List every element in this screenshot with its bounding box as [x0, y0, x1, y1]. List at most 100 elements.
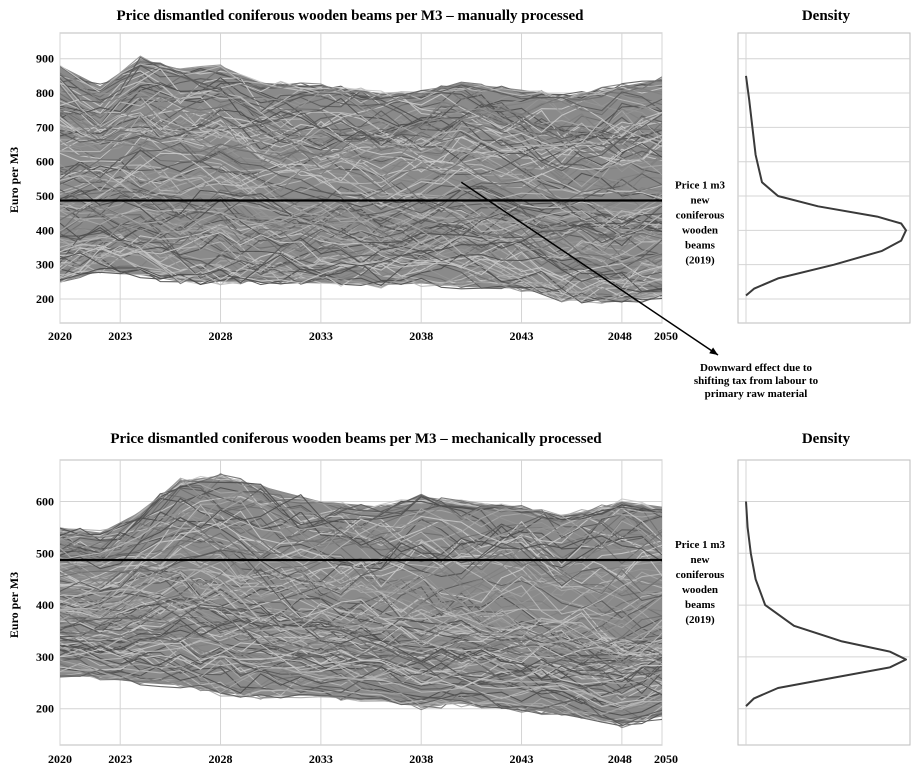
simulation-path [60, 493, 662, 553]
annotation-line: primary raw material [705, 388, 808, 400]
x-tick-label: 2033 [309, 329, 333, 343]
y-tick-label: 300 [36, 258, 54, 272]
simulation-path [60, 205, 662, 266]
simulation-path [60, 504, 662, 615]
simulation-path [60, 163, 662, 227]
simulation-path [60, 215, 662, 302]
density-title-manual: Density [802, 8, 851, 24]
simulation-path [60, 223, 662, 283]
x-tick-label: 2028 [209, 752, 233, 766]
simulation-path [60, 619, 662, 683]
reference-label-mechanical: Price 1 m3 new coniferous wooden beams (2019) [675, 539, 726, 626]
x-tick-label: 2028 [209, 329, 233, 343]
x-tick-label: 2048 [608, 329, 632, 343]
simulation-path [60, 669, 662, 727]
y-tick-label: 900 [36, 52, 54, 66]
simulation-path [60, 173, 662, 243]
simulation-path [60, 478, 662, 555]
simulation-path [60, 163, 662, 223]
simulation-path [60, 671, 662, 714]
simulation-path [60, 129, 662, 195]
simulation-path [60, 515, 662, 567]
simulation-path [60, 77, 662, 148]
simulation-path [60, 149, 662, 238]
simulation-path [60, 65, 662, 141]
simulation-path [60, 633, 662, 683]
simulation-path [60, 203, 662, 279]
simulation-path [60, 154, 662, 220]
simulation-path [60, 250, 662, 293]
x-tick-label: 2023 [108, 752, 132, 766]
simulation-path [60, 604, 662, 687]
simulation-path [60, 235, 662, 296]
y-tick-label: 500 [36, 546, 54, 560]
simulation-path [60, 134, 662, 204]
simulation-path [60, 646, 662, 685]
simulation-path [60, 254, 662, 303]
x-tick-label: 2043 [510, 752, 534, 766]
simulation-path [60, 644, 662, 696]
simulation-path [60, 592, 662, 664]
x-tick-label: 2038 [409, 329, 433, 343]
simulation-path [60, 67, 662, 137]
reference-label-line: wooden [682, 584, 718, 596]
x-tick-label: 2043 [510, 329, 534, 343]
y-tick-label: 800 [36, 86, 54, 100]
reference-label-line: wooden [682, 224, 718, 236]
simulation-path [60, 570, 662, 656]
axis-ticks-manual: 2020 2023 2028 2033 2038 2043 2048 2050 200 300 40… [36, 52, 678, 343]
simulation-path [60, 90, 662, 147]
simulation-path [60, 96, 662, 192]
simulation-path [60, 246, 662, 291]
simulation-path [60, 113, 662, 172]
simulation-path [60, 108, 662, 160]
simulation-path [60, 144, 662, 211]
simulation-path [60, 484, 662, 617]
simulation-path [60, 97, 662, 197]
simulation-path [60, 640, 662, 707]
simulation-path [60, 569, 662, 618]
path-bundle [60, 55, 662, 305]
simulation-path [60, 594, 662, 656]
annotation-line: Downward effect due to [700, 362, 813, 374]
x-tick-label: 2020 [48, 329, 72, 343]
annotation-arrowhead [709, 347, 718, 355]
simulation-path [60, 653, 662, 722]
reference-label-manual: Price 1 m3 new coniferous wooden beams (2019) [675, 179, 726, 266]
path-bundle [60, 472, 662, 729]
y-tick-label: 300 [36, 650, 54, 664]
simulation-path [60, 662, 662, 711]
simulation-path [60, 198, 662, 253]
y-tick-label: 500 [36, 189, 54, 203]
density-panel-mechanical [737, 459, 911, 746]
density-title-mechanical: Density [802, 431, 851, 447]
y-tick-label: 400 [36, 223, 54, 237]
panel-manual: Price dismantled coniferous wooden beams… [7, 8, 911, 400]
chart-title-manual: Price dismantled coniferous wooden beams… [116, 8, 584, 24]
y-tick-label: 600 [36, 494, 54, 508]
simulation-path [60, 243, 662, 285]
x-tick-label: 2023 [108, 329, 132, 343]
y-axis-label-mechanical: Euro per M3 [7, 572, 21, 638]
x-tick-label: 2050 [654, 752, 678, 766]
simulation-path [60, 116, 662, 194]
x-tick-label: 2050 [654, 329, 678, 343]
reference-label-line: coniferous [676, 209, 725, 221]
simulation-path [60, 186, 662, 264]
y-tick-label: 400 [36, 598, 54, 612]
simulation-path [60, 521, 662, 589]
simulation-path [60, 182, 662, 242]
simulation-path [60, 494, 662, 570]
x-tick-label: 2033 [309, 752, 333, 766]
simulation-path [60, 265, 662, 295]
simulation-path [60, 95, 662, 146]
simulation-path [60, 642, 662, 688]
simulation-path [60, 511, 662, 583]
density-frame [737, 459, 911, 746]
x-tick-label: 2038 [409, 752, 433, 766]
simulation-path [60, 125, 662, 181]
simulation-path [60, 141, 662, 205]
x-tick-label: 2020 [48, 752, 72, 766]
simulation-path [60, 596, 662, 646]
